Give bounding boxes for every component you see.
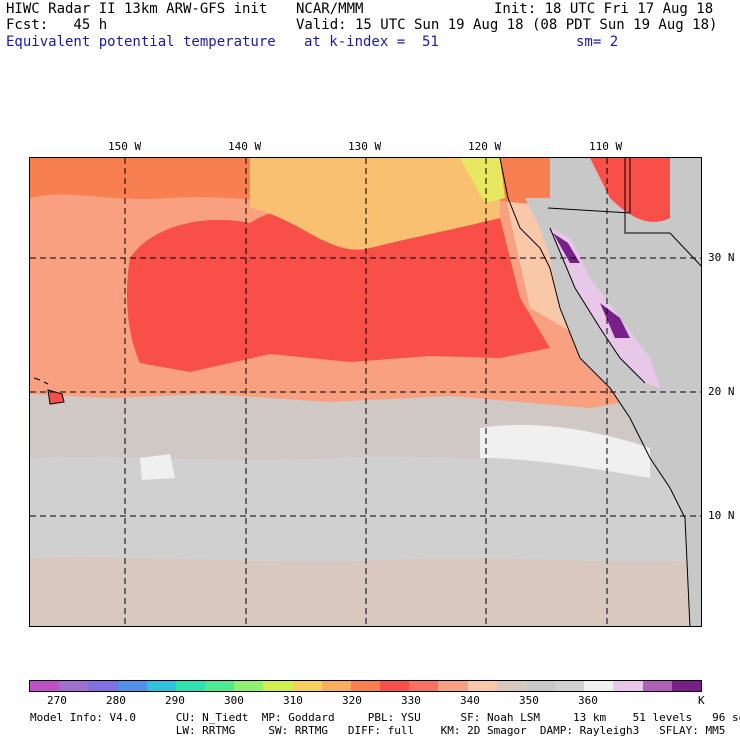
colorbar-segment-12 bbox=[380, 681, 410, 691]
lat-label-10n: 10 N bbox=[708, 509, 735, 522]
model-info-line2: LW: RRTMG SW: RRTMG DIFF: full KM: 2D Sm… bbox=[30, 724, 726, 737]
ocean-white-patch-west bbox=[140, 454, 175, 480]
colorbar-label-330: 330 bbox=[401, 694, 421, 707]
colorbar bbox=[29, 680, 702, 692]
colorbar-label-270: 270 bbox=[47, 694, 67, 707]
colorbar-segment-0 bbox=[30, 681, 60, 691]
lat-label-20n: 20 N bbox=[708, 385, 735, 398]
colorbar-label-360: 360 bbox=[578, 694, 598, 707]
colorbar-segment-14 bbox=[438, 681, 468, 691]
colorbar-segment-21 bbox=[642, 681, 672, 691]
theta-e-field-map bbox=[30, 158, 701, 626]
colorbar-segment-16 bbox=[496, 681, 526, 691]
lon-label-110w: 110 W bbox=[589, 140, 623, 153]
graticule bbox=[30, 158, 701, 626]
forecast-hour: Fcst: 45 h bbox=[6, 17, 108, 33]
lon-label-120w: 120 W bbox=[468, 140, 502, 153]
map-panel bbox=[29, 157, 702, 627]
colorbar-segment-20 bbox=[613, 681, 643, 691]
ocean-warm-core bbox=[127, 204, 551, 372]
colorbar-segment-7 bbox=[234, 681, 264, 691]
hawaii-big-island bbox=[47, 389, 65, 405]
valid-time: Valid: 15 UTC Sun 19 Aug 18 (08 PDT Sun … bbox=[296, 17, 718, 33]
lon-label-140w: 140 W bbox=[228, 140, 262, 153]
hawaii-islands bbox=[33, 377, 49, 385]
colorbar-segment-15 bbox=[467, 681, 497, 691]
colorbar-segment-22 bbox=[671, 681, 701, 691]
colorbar-label-290: 290 bbox=[165, 694, 185, 707]
colorbar-segment-13 bbox=[409, 681, 439, 691]
border-states bbox=[624, 158, 701, 267]
colorbar-segment-11 bbox=[350, 681, 381, 691]
model-info-line1: Model Info: V4.0 CU: N_Tiedt MP: Goddard… bbox=[30, 711, 740, 724]
purple-zone-north bbox=[553, 233, 580, 263]
ocean-north-yellow bbox=[250, 158, 500, 250]
colorbar-segment-18 bbox=[555, 681, 585, 691]
land-north-america bbox=[500, 158, 701, 626]
lon-label-130w: 130 W bbox=[348, 140, 382, 153]
lat-label-30n: 30 N bbox=[708, 251, 735, 264]
colorbar-segment-3 bbox=[117, 681, 147, 691]
institution-label: NCAR/MMM bbox=[296, 1, 364, 17]
colorbar-segment-19 bbox=[584, 681, 614, 691]
colorbar-segment-8 bbox=[263, 681, 293, 691]
colorbar-segment-1 bbox=[59, 681, 89, 691]
land-warm-coast bbox=[500, 158, 550, 198]
init-time: Init: 18 UTC Fri 17 Aug 18 bbox=[494, 1, 714, 17]
colorbar-segment-2 bbox=[88, 681, 118, 691]
colorbar-label-350: 350 bbox=[519, 694, 539, 707]
coastline-west bbox=[499, 158, 691, 626]
colorbar-segment-4 bbox=[146, 681, 176, 691]
colorbar-label-310: 310 bbox=[283, 694, 303, 707]
colorbar-segment-6 bbox=[205, 681, 235, 691]
colorbar-unit: K bbox=[698, 694, 705, 707]
colorbar-segment-5 bbox=[175, 681, 206, 691]
colorbar-segment-10 bbox=[321, 681, 351, 691]
colorbar-segment-17 bbox=[525, 681, 556, 691]
colorbar-segment-9 bbox=[292, 681, 322, 691]
lon-label-150w: 150 W bbox=[108, 140, 142, 153]
colorbar-label-300: 300 bbox=[224, 694, 244, 707]
level-index: at k-index = 51 bbox=[304, 34, 439, 50]
field-name: Equivalent potential temperature bbox=[6, 34, 276, 50]
colorbar-label-320: 320 bbox=[342, 694, 362, 707]
model-title: HIWC Radar II 13km ARW-GFS init bbox=[6, 1, 268, 17]
smoothing-label: sm= 2 bbox=[576, 34, 619, 50]
coastline-gulf bbox=[549, 227, 646, 384]
colorbar-label-280: 280 bbox=[106, 694, 126, 707]
border-us-mexico bbox=[547, 158, 631, 214]
ocean-north-bright bbox=[460, 158, 505, 203]
colorbar-label-340: 340 bbox=[460, 694, 480, 707]
